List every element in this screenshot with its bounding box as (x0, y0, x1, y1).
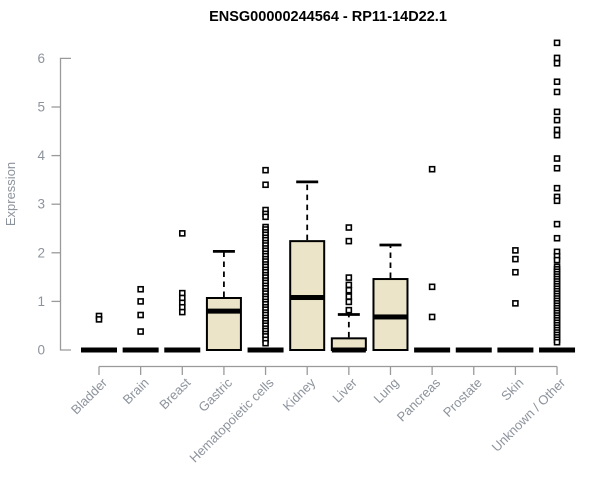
boxplot-lung (372, 243, 409, 352)
boxplot-breast (164, 230, 201, 353)
x-category-label-kidney: Kidney (280, 375, 319, 414)
boxplot-hematopoietic-cells (247, 166, 284, 353)
x-category-label-lung: Lung (371, 375, 402, 406)
outlier-point (553, 39, 561, 47)
median-line (290, 295, 325, 301)
outlier-point (553, 54, 561, 62)
y-tick-label: 4 (37, 148, 45, 163)
median-line (373, 314, 408, 320)
x-category-label-skin: Skin (498, 375, 526, 403)
outlier-point (345, 286, 353, 294)
outlier-point (262, 166, 269, 174)
boxplot-gastric (205, 249, 242, 351)
x-category-label-breast: Breast (156, 375, 193, 412)
outlier-point (553, 338, 561, 346)
outlier-point (428, 165, 436, 173)
y-axis-line (59, 57, 71, 351)
outlier-point (512, 247, 519, 254)
outlier-point (137, 298, 144, 305)
median-bar (414, 347, 451, 353)
x-category-label-brain: Brain (120, 375, 152, 407)
boxplot-bladder (81, 312, 117, 353)
outlier-point (137, 328, 144, 335)
median-bar (81, 347, 117, 353)
outlier-point (553, 155, 561, 162)
median-bar (539, 347, 576, 353)
boxplot-brain (122, 285, 159, 353)
outlier-point (553, 220, 561, 228)
outlier-point (553, 131, 561, 139)
outlier-point (345, 293, 353, 300)
outlier-point (262, 181, 269, 189)
outlier-point (553, 78, 561, 86)
chart-title: ENSG00000244564 - RP11-14D22.1 (209, 9, 447, 25)
plot-area (81, 39, 576, 353)
outlier-point (553, 88, 561, 96)
outlier-point (553, 197, 561, 205)
x-category-label-gastric: Gastric (195, 375, 235, 415)
boxplot-skin (497, 247, 534, 353)
outlier-point (512, 255, 519, 263)
median-bar (164, 347, 201, 353)
outlier-point (512, 268, 519, 276)
boxplot-unknown-other (539, 39, 576, 353)
x-category-label-liver: Liver (329, 375, 360, 406)
outlier-point (553, 164, 561, 172)
outlier-point (262, 339, 269, 347)
y-tick-label: 5 (37, 100, 45, 115)
outlier-point (345, 281, 353, 289)
median-line (206, 308, 241, 314)
outlier-point (345, 237, 353, 245)
outlier-point (553, 234, 561, 242)
x-category-label-pancreas: Pancreas (394, 375, 444, 425)
outlier-point (345, 224, 353, 231)
box (205, 296, 242, 351)
outlier-point (553, 126, 561, 134)
outlier-point (553, 116, 561, 124)
outlier-point (345, 298, 353, 306)
y-tick-label: 0 (37, 343, 45, 358)
y-tick-label: 6 (37, 51, 45, 66)
boxplot-liver (330, 224, 367, 353)
x-category-label-bladder: Bladder (68, 375, 111, 418)
outlier-point (512, 300, 519, 307)
outlier-point (553, 108, 561, 116)
y-axis-label: Expression (3, 162, 18, 226)
y-tick-label: 2 (37, 245, 45, 260)
outlier-point (95, 316, 103, 323)
median-bar (247, 347, 284, 353)
outlier-point (345, 306, 353, 314)
x-category-label-prostate: Prostate (440, 375, 485, 420)
outlier-point (178, 230, 186, 237)
outlier-point (262, 213, 269, 221)
y-tick-label: 3 (37, 197, 45, 212)
outlier-point (137, 311, 144, 319)
median-line (331, 347, 366, 353)
outlier-point (345, 274, 353, 281)
outlier-point (428, 283, 436, 291)
boxplot-pancreas (414, 165, 451, 353)
median-bar (122, 347, 159, 353)
outlier-point (137, 285, 144, 293)
outlier-point (553, 256, 561, 264)
y-tick-label: 1 (37, 294, 45, 309)
median-bar (455, 347, 492, 353)
boxplot-prostate (455, 347, 492, 353)
outlier-point (428, 313, 436, 321)
x-category-label-unknown-other: Unknown / Other (489, 375, 569, 455)
outlier-point (553, 184, 561, 192)
outlier-point (178, 308, 186, 316)
median-bar (497, 347, 534, 353)
boxplot-kidney (289, 180, 326, 351)
outlier-point (553, 59, 561, 67)
